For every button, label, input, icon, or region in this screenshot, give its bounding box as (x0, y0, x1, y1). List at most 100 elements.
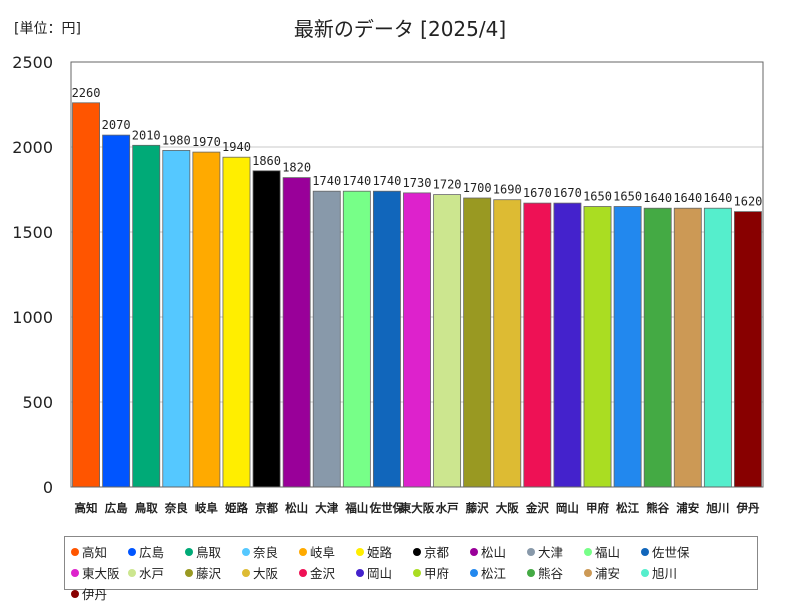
y-tick-label: 500 (22, 393, 53, 412)
legend-marker-icon (242, 568, 250, 577)
legend-label: 高知 (82, 545, 108, 560)
bar-藤沢 (463, 197, 492, 488)
legend-marker-icon (470, 568, 478, 577)
legend-item: 金沢 (299, 562, 356, 583)
legend-marker-icon (185, 547, 193, 556)
data-label: 1740 (342, 174, 371, 188)
legend: 高知 広島 鳥取 奈良 岐阜 姫路 京都 松山 大津 福山 佐世保東大阪 水戸 藤沢 大阪 金沢 岡山 甲府 松江… (64, 536, 758, 602)
legend-label: 広島 (139, 545, 165, 560)
y-tick-label: 2500 (12, 53, 53, 72)
legend-label: 水戸 (139, 566, 165, 581)
bar-大阪 (493, 199, 522, 488)
legend-label: 甲府 (424, 566, 450, 581)
legend-item: 大津 (527, 541, 584, 562)
data-label: 1980 (162, 133, 191, 147)
legend-marker-icon (185, 568, 193, 577)
legend-marker-icon (356, 547, 364, 556)
legend-item: 大阪 (242, 562, 299, 583)
data-label: 1700 (463, 181, 492, 195)
legend-marker-icon (413, 568, 421, 577)
x-tick-label: 甲府 (586, 501, 609, 515)
legend-item: 旭川 (641, 562, 698, 583)
legend-item: 鳥取 (185, 541, 242, 562)
bar-姫路 (222, 156, 251, 488)
x-tick-label: 高知 (75, 501, 98, 515)
legend-label: 大阪 (253, 566, 279, 581)
data-label: 2010 (132, 128, 161, 142)
data-label: 1640 (673, 191, 702, 205)
legend-label: 姫路 (367, 545, 393, 560)
legend-marker-icon (299, 568, 307, 577)
legend-marker-icon (128, 547, 136, 556)
bar-浦安 (673, 207, 702, 488)
legend-item: 岡山 (356, 562, 413, 583)
bar-岡山 (553, 202, 582, 488)
legend-label: 藤沢 (196, 566, 222, 581)
x-tick-label: 岡山 (556, 501, 579, 515)
legend-item: 姫路 (356, 541, 413, 562)
x-tick-label: 東大阪 (400, 501, 435, 515)
legend-label: 大津 (538, 545, 564, 560)
bar-松江 (613, 206, 642, 488)
legend-item: 伊丹 (71, 583, 128, 604)
data-label: 2070 (102, 118, 131, 132)
legend-label: 東大阪 (82, 566, 120, 581)
legend-label: 松江 (481, 566, 507, 581)
legend-label: 旭川 (652, 566, 678, 581)
x-tick-label: 広島 (105, 501, 128, 515)
x-tick-label: 岐阜 (195, 501, 218, 515)
data-label: 1670 (553, 186, 582, 200)
legend-marker-icon (71, 547, 79, 556)
legend-marker-icon (584, 568, 592, 577)
legend-label: 松山 (481, 545, 507, 560)
legend-label: 伊丹 (82, 587, 108, 602)
legend-marker-icon (641, 568, 649, 577)
x-tick-label: 松山 (285, 501, 308, 515)
legend-marker-icon (641, 547, 649, 556)
bar-佐世保 (372, 190, 401, 488)
bar-伊丹 (734, 211, 762, 488)
bar-奈良 (162, 149, 191, 488)
y-tick-label: 2000 (12, 138, 53, 157)
legend-marker-icon (128, 568, 136, 577)
legend-item: 甲府 (413, 562, 470, 583)
data-label: 1650 (583, 190, 612, 204)
legend-label: 福山 (595, 545, 621, 560)
x-tick-label: 大阪 (496, 501, 519, 515)
bar-熊谷 (643, 207, 672, 488)
x-tick-label: 奈良 (164, 501, 188, 515)
data-label: 1640 (703, 191, 732, 205)
data-label: 2260 (72, 86, 101, 100)
x-tick-label: 鳥取 (135, 501, 158, 515)
x-tick-label: 旭川 (705, 501, 729, 515)
legend-item: 福山 (584, 541, 641, 562)
legend-item: 奈良 (242, 541, 299, 562)
data-label: 1730 (403, 176, 432, 190)
data-label: 1740 (372, 174, 401, 188)
x-tick-label: 伊丹 (735, 501, 759, 515)
y-tick-label: 0 (43, 478, 53, 497)
data-label: 1720 (433, 178, 462, 192)
legend-marker-icon (527, 568, 535, 577)
legend-label: 岐阜 (310, 545, 336, 560)
legend-marker-icon (71, 589, 79, 598)
x-tick-label: 浦安 (676, 501, 699, 515)
legend-marker-icon (413, 547, 421, 556)
legend-item: 浦安 (584, 562, 641, 583)
bar-甲府 (583, 206, 612, 488)
legend-label: 浦安 (595, 566, 621, 581)
legend-item: 高知 (71, 541, 128, 562)
legend-item: 佐世保 (641, 541, 698, 562)
bar-高知 (72, 102, 100, 488)
x-tick-label: 姫路 (225, 501, 248, 515)
legend-label: 熊谷 (538, 566, 564, 581)
y-tick-label: 1500 (12, 223, 53, 242)
chart-title: 最新のデータ [2025/4] (293, 17, 507, 41)
bar-広島 (102, 134, 131, 488)
bar-福山 (342, 190, 371, 488)
legend-label: 京都 (424, 545, 450, 560)
unit-label: [単位：円] (14, 21, 81, 37)
bar-旭川 (703, 207, 732, 488)
x-tick-label: 京都 (255, 501, 278, 515)
